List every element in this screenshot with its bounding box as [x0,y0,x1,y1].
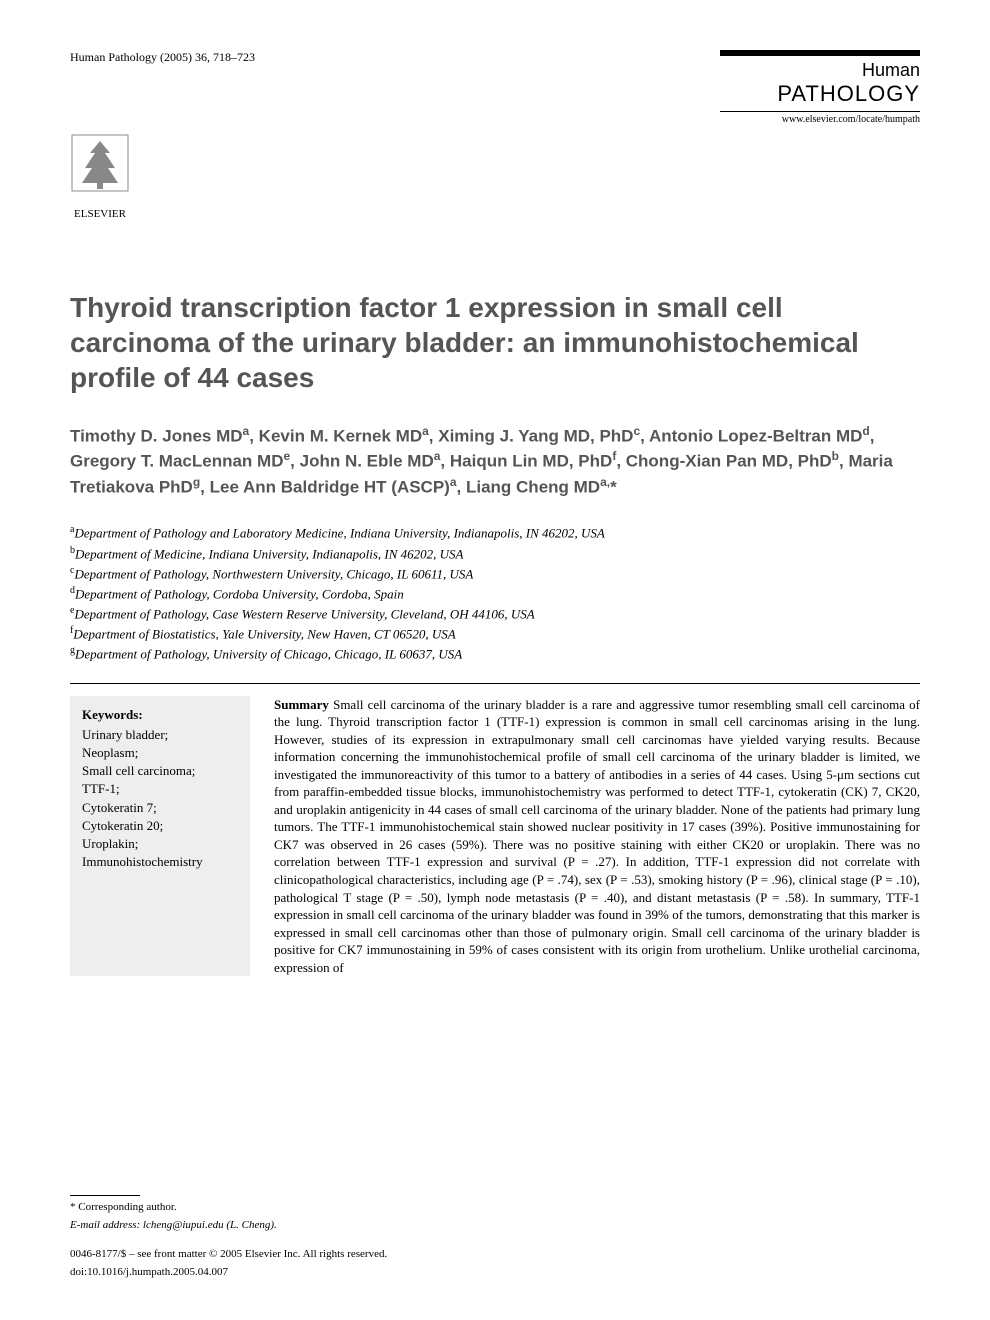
affiliation-line: bDepartment of Medicine, Indiana Univers… [70,544,920,564]
keywords-items: Urinary bladder;Neoplasm;Small cell carc… [82,726,238,872]
summary-text: Summary Small cell carcinoma of the urin… [274,696,920,977]
citation-text: Human Pathology (2005) 36, 718–723 [70,50,255,65]
keywords-box: Keywords: Urinary bladder;Neoplasm;Small… [70,696,250,977]
header-row: Human Pathology (2005) 36, 718–723 Human… [70,50,920,125]
email-label: E-mail address: [70,1219,140,1231]
doi-line: doi:10.1016/j.humpath.2005.04.007 [70,1265,920,1280]
email-line: E-mail address: lcheng@iupui.edu (L. Che… [70,1218,920,1233]
keywords-title: Keywords: [82,706,238,724]
journal-box: Human PATHOLOGY www.elsevier.com/locate/… [720,50,920,125]
journal-name-line2: PATHOLOGY [720,81,920,107]
journal-url: www.elsevier.com/locate/humpath [720,111,920,125]
divider-top [70,683,920,684]
logo-row: ELSEVIER [70,133,920,220]
affiliation-line: fDepartment of Biostatistics, Yale Unive… [70,624,920,644]
footer-divider [70,1195,140,1196]
corresponding-author: * Corresponding author. [70,1200,920,1215]
affiliation-line: cDepartment of Pathology, Northwestern U… [70,564,920,584]
summary-body: Small cell carcinoma of the urinary blad… [274,697,920,975]
affiliation-line: eDepartment of Pathology, Case Western R… [70,604,920,624]
affiliation-line: dDepartment of Pathology, Cordoba Univer… [70,584,920,604]
email-address: lcheng@iupui.edu (L. Cheng). [143,1219,277,1231]
content-row: Keywords: Urinary bladder;Neoplasm;Small… [70,696,920,977]
affiliation-line: aDepartment of Pathology and Laboratory … [70,523,920,543]
elsevier-logo-block: ELSEVIER [70,133,130,220]
keyword-item: Urinary bladder; [82,726,238,744]
keyword-item: Cytokeratin 20; [82,817,238,835]
affiliations-list: aDepartment of Pathology and Laboratory … [70,523,920,664]
affiliation-line: gDepartment of Pathology, University of … [70,644,920,664]
keyword-item: Immunohistochemistry [82,853,238,871]
publisher-name: ELSEVIER [70,208,130,220]
keyword-item: Uroplakin; [82,835,238,853]
keyword-item: Small cell carcinoma; [82,762,238,780]
keyword-item: TTF-1; [82,780,238,798]
journal-name-line1: Human [720,60,920,81]
summary-label: Summary [274,697,329,712]
article-title: Thyroid transcription factor 1 expressio… [70,290,920,395]
footer: * Corresponding author. E-mail address: … [70,1195,920,1280]
copyright-line: 0046-8177/$ – see front matter © 2005 El… [70,1247,920,1262]
elsevier-tree-icon [70,133,130,203]
keyword-item: Cytokeratin 7; [82,799,238,817]
authors-list: Timothy D. Jones MDa, Kevin M. Kernek MD… [70,423,920,499]
keyword-item: Neoplasm; [82,744,238,762]
